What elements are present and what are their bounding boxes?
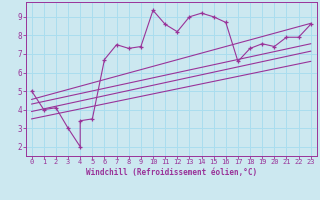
X-axis label: Windchill (Refroidissement éolien,°C): Windchill (Refroidissement éolien,°C) bbox=[86, 168, 257, 177]
